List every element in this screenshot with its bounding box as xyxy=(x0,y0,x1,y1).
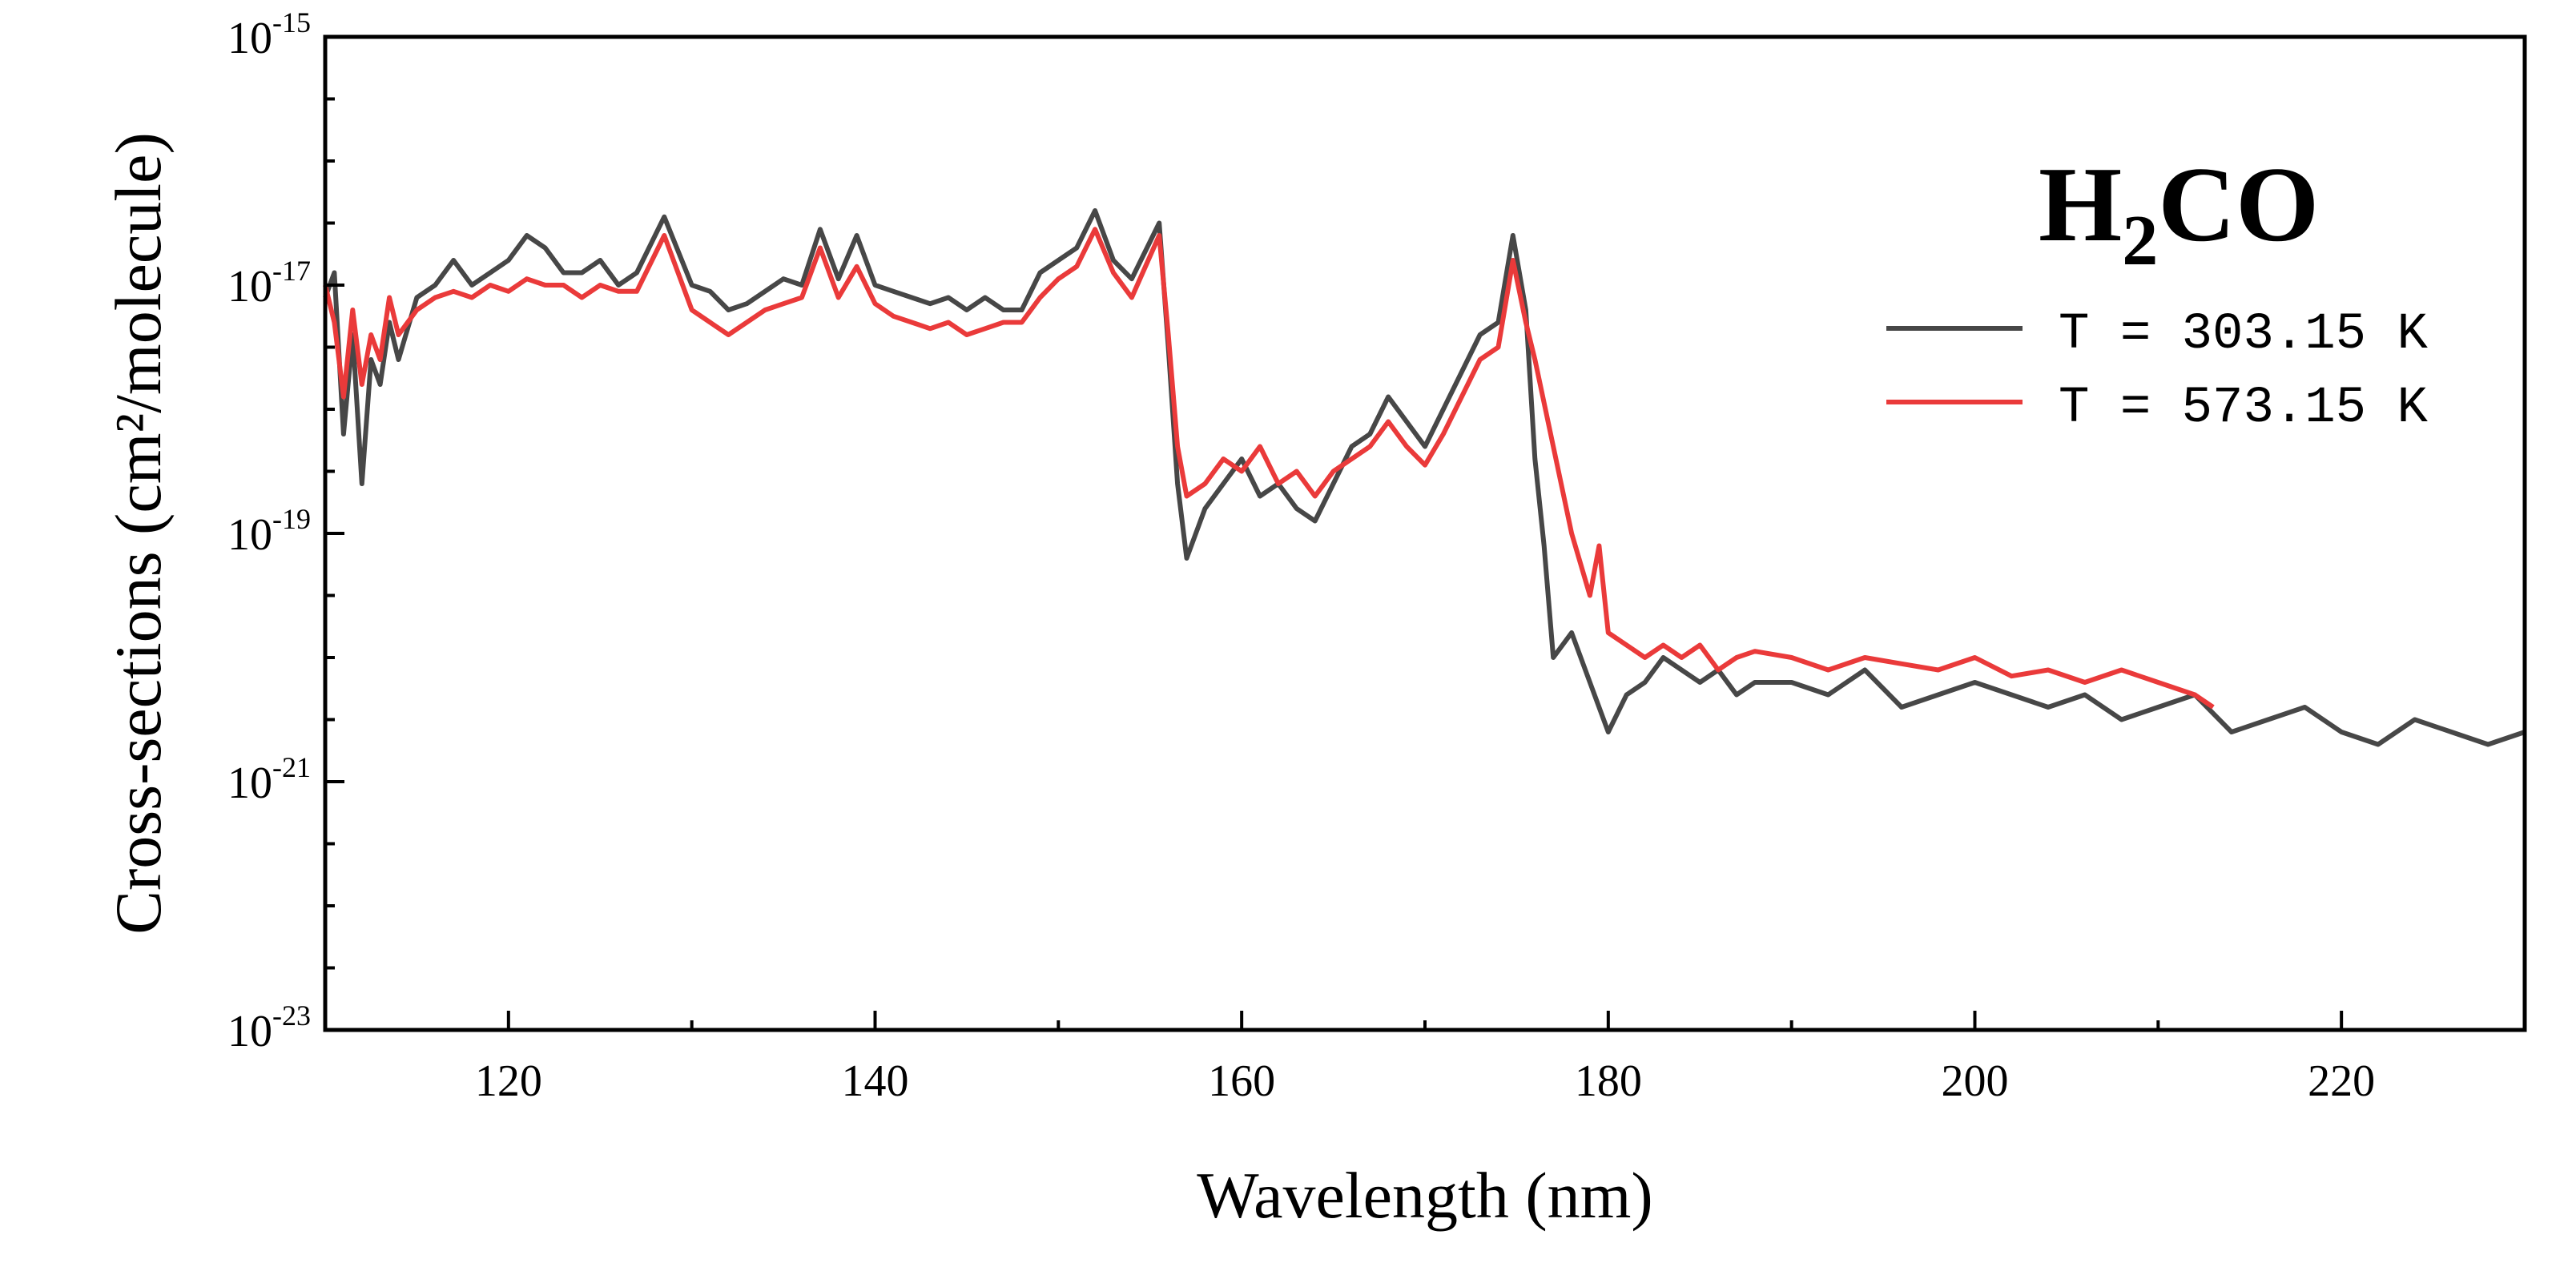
title-sub: 2 xyxy=(2122,201,2158,280)
legend-label-1: T = 303.15 K xyxy=(2059,306,2428,364)
y-axis: 10-15 10-17 10-19 10-21 10-23 xyxy=(227,6,344,1056)
x-tick-label: 220 xyxy=(2308,1056,2375,1106)
y-tick-label: 10-23 xyxy=(227,1000,311,1056)
x-axis: 120 140 160 180 200 220 xyxy=(324,1011,2526,1106)
title-main: H xyxy=(2039,145,2122,263)
y-axis-label: Cross-sections (cm²/molecule) xyxy=(102,132,175,935)
x-tick-label: 200 xyxy=(1942,1056,2009,1106)
y-tick-label: 10-15 xyxy=(227,6,311,63)
x-tick-label: 140 xyxy=(842,1056,909,1106)
title-rest: CO xyxy=(2158,145,2319,263)
y-tick-label: 10-17 xyxy=(227,255,311,312)
y-tick-label: 10-19 xyxy=(227,503,311,560)
series-line-2 xyxy=(323,227,2215,710)
x-tick-label: 180 xyxy=(1575,1056,1642,1106)
y-tick-label: 10-21 xyxy=(227,751,311,808)
x-tick-label: 120 xyxy=(475,1056,542,1106)
series-layer xyxy=(323,208,2526,747)
chart-title-text: H2CO xyxy=(2039,145,2319,280)
x-tick-label: 160 xyxy=(1208,1056,1275,1106)
series-line-1 xyxy=(323,208,2526,747)
legend-label-2: T = 573.15 K xyxy=(2059,380,2428,437)
chart-title: H2CO xyxy=(2039,145,2319,280)
legend: T = 303.15 K T = 573.15 K xyxy=(1886,306,2428,437)
x-axis-label: Wavelength (nm) xyxy=(1197,1159,1652,1232)
